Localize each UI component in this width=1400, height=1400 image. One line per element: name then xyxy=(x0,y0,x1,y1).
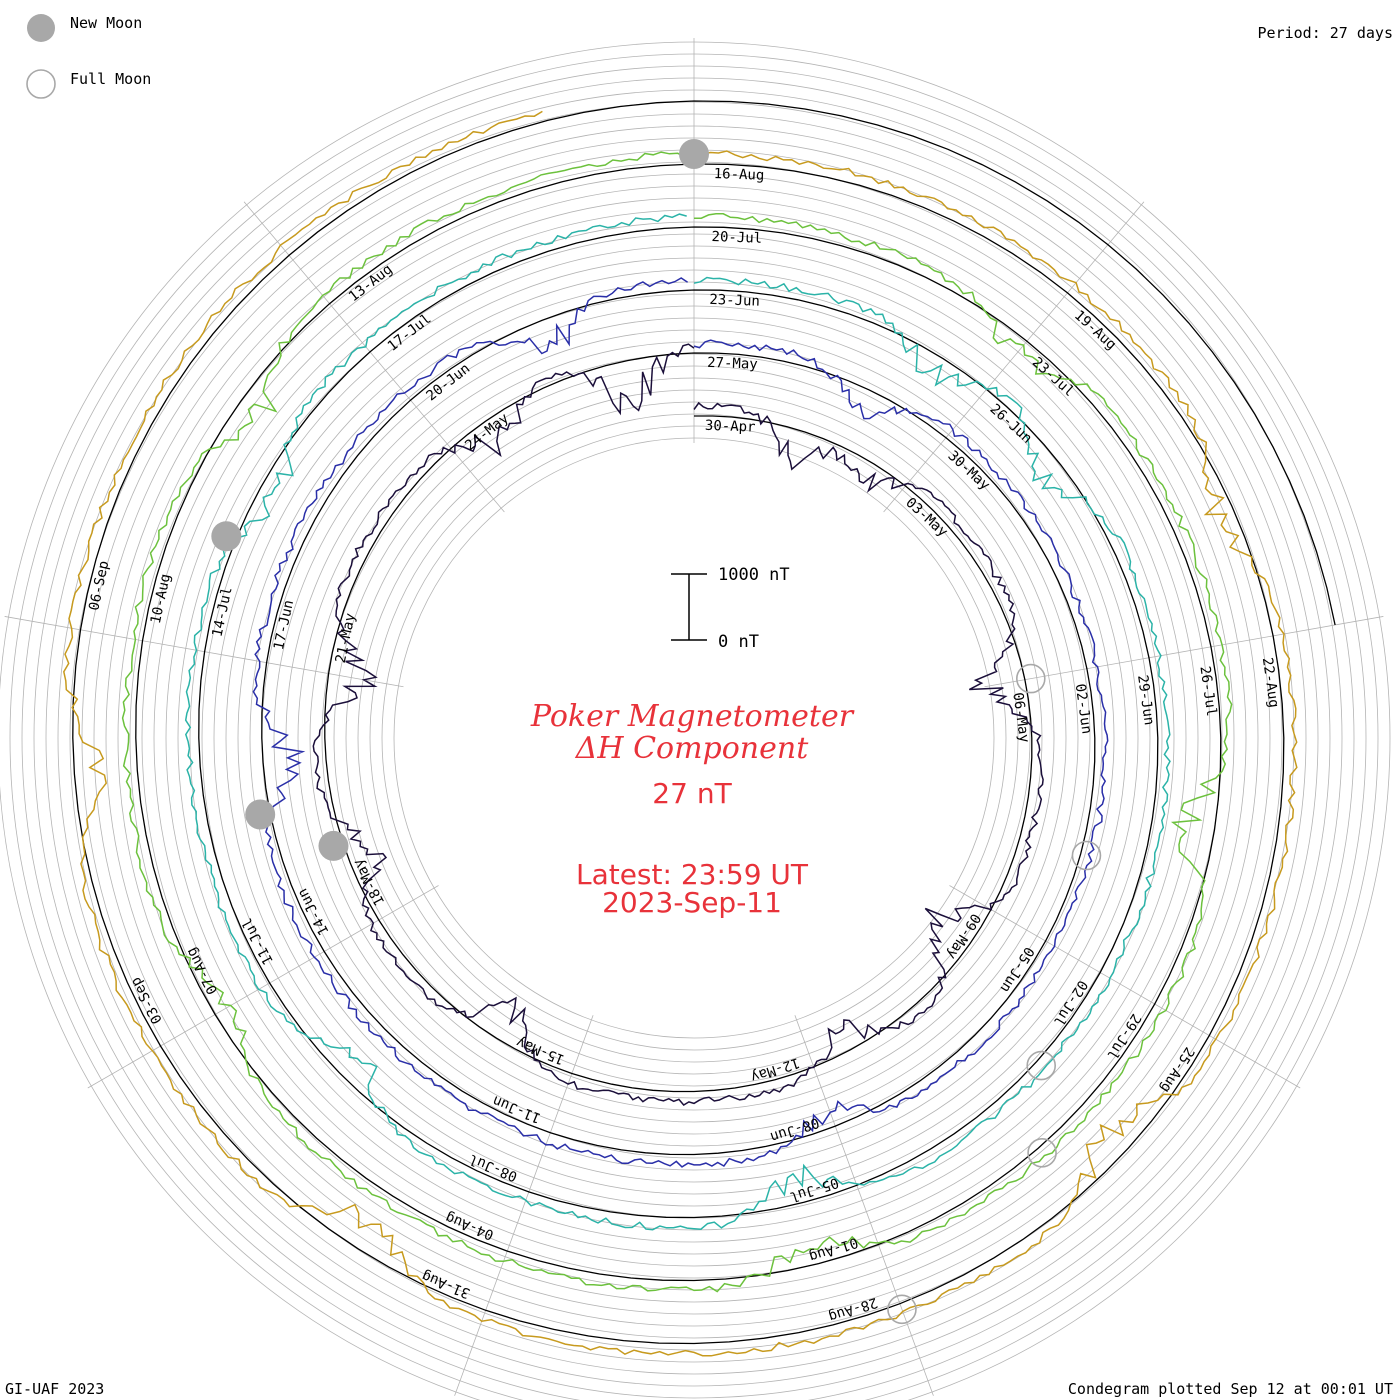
credit-label: GI-UAF 2023 xyxy=(5,1380,104,1398)
date-label-26-Jul: 26-Jul xyxy=(1196,665,1219,717)
date-label-02-Jun: 02-Jun xyxy=(1072,683,1095,735)
scale-top-label: 1000 nT xyxy=(718,565,790,585)
date-label-10-Aug: 10-Aug xyxy=(148,572,174,625)
date-label-28-Aug: 28-Aug xyxy=(826,1294,879,1325)
date-label-19-Aug: 19-Aug xyxy=(1071,307,1119,353)
period-label: Period: 27 days xyxy=(1258,24,1393,42)
scale-bottom-label: 0 nT xyxy=(718,632,759,652)
date-label-27-May: 27-May xyxy=(707,355,758,373)
trace-16-Aug xyxy=(63,110,1298,1357)
day-spoke xyxy=(794,1015,934,1396)
date-label-29-Jun: 29-Jun xyxy=(1134,674,1157,726)
date-label-03-May: 03-May xyxy=(902,495,950,541)
full-moon-marker xyxy=(887,1294,917,1325)
trace-27-May xyxy=(252,277,1109,1168)
date-label-04-Aug: 04-Aug xyxy=(443,1209,496,1243)
day-spoke xyxy=(984,616,1384,688)
date-label-17-Jul: 17-Jul xyxy=(385,311,435,355)
new-moon-marker xyxy=(245,799,276,830)
day-spokes xyxy=(4,38,1384,1396)
new-moon-legend-label: New Moon xyxy=(70,14,142,32)
trace-20-Jul xyxy=(121,151,1233,1293)
chart-subtitle: ΔH Component xyxy=(575,731,809,766)
date-label-30-Apr: 30-Apr xyxy=(705,418,756,436)
date-label-11-Jul: 11-Jul xyxy=(239,915,277,967)
full-moon-legend-icon xyxy=(26,69,56,99)
day-spoke xyxy=(87,885,439,1089)
date-label-22-Aug: 22-Aug xyxy=(1259,656,1282,708)
day-spoke xyxy=(949,885,1301,1089)
day-spoke xyxy=(883,201,1145,513)
day-spoke xyxy=(454,1015,594,1396)
full-moon-marker xyxy=(1016,663,1046,694)
chart-title: Poker Magnetometer xyxy=(530,699,855,734)
trace-30-Apr xyxy=(312,343,1044,1106)
full-moon-legend-label: Full Moon xyxy=(70,70,151,88)
full-moon-marker xyxy=(1027,1138,1057,1168)
full-moon-marker xyxy=(1026,1050,1056,1081)
date-label-16-Aug: 16-Aug xyxy=(713,166,764,184)
date-label-23-Jul: 23-Jul xyxy=(1029,354,1077,400)
ring-spacing-label: 27 nT xyxy=(652,777,732,810)
latest-time-label: Latest: 23:59 UT xyxy=(576,858,809,891)
plotted-label: Condegram plotted Sep 12 at 00:01 UT xyxy=(1068,1380,1393,1398)
latest-date-label: 2023-Sep-11 xyxy=(602,886,782,919)
data-traces xyxy=(63,110,1298,1357)
new-moon-marker xyxy=(679,139,709,169)
moon-markers xyxy=(211,139,1102,1325)
date-label-14-Jun: 14-Jun xyxy=(295,886,333,938)
date-label-23-Jun: 23-Jun xyxy=(709,292,760,310)
trace-23-Jun xyxy=(184,213,1171,1231)
new-moon-legend-icon xyxy=(27,14,55,42)
date-label-17-Jun: 17-Jun xyxy=(271,599,297,652)
date-label-06-Sep: 06-Sep xyxy=(86,559,112,612)
date-label-06-May: 06-May xyxy=(1009,691,1032,743)
date-label-20-Jul: 20-Jul xyxy=(711,229,762,247)
new-moon-marker xyxy=(318,830,349,861)
scale-bar: 1000 nT 0 nT xyxy=(671,565,790,652)
new-moon-marker xyxy=(211,521,242,552)
day-spoke xyxy=(243,201,505,513)
date-label-14-Jul: 14-Jul xyxy=(209,586,235,639)
full-moon-marker xyxy=(1071,840,1102,871)
date-label-08-Jun: 08-Jun xyxy=(768,1114,821,1145)
date-label-11-Jun: 11-Jun xyxy=(490,1092,543,1126)
date-label-26-Jun: 26-Jun xyxy=(987,401,1035,447)
date-label-31-Aug: 31-Aug xyxy=(420,1267,473,1301)
